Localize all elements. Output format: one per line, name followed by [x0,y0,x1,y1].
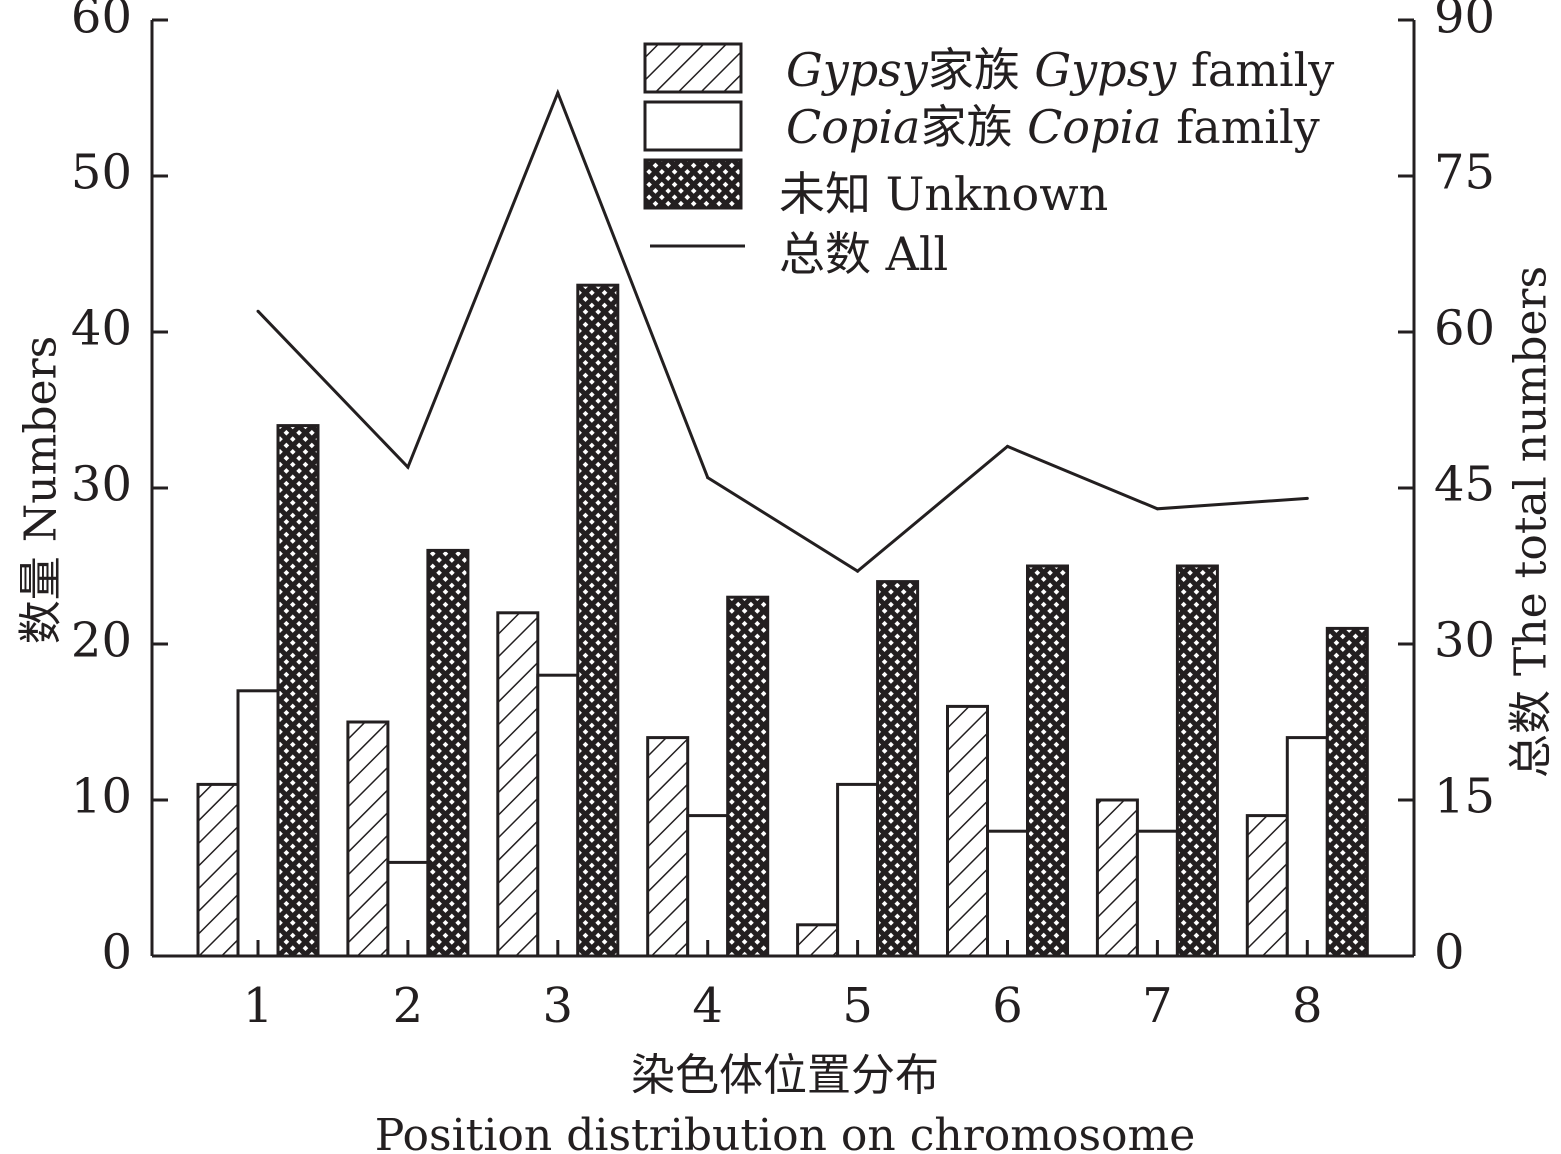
legend-swatch-unknown [643,158,743,210]
bar-white-7 [1135,829,1179,958]
bar-hatch-1 [196,782,240,958]
y-tick-label: 60 [71,0,132,45]
legend-label-unknown: 未知 Unknown [779,167,1108,221]
total-point-3 [556,91,560,95]
y2-tick-label: 0 [1434,925,1465,981]
y-tick-label: 50 [71,145,132,201]
y-tick-label: 40 [71,301,132,357]
bar-hatch-3 [496,611,540,958]
y2-axis-label: 总数 The total numbers [1506,266,1557,778]
bar-hatch-7 [1095,798,1139,958]
y2-tick-label: 30 [1434,613,1495,669]
x-axis-label-zh: 染色体位置分布 [631,1050,939,1101]
total-point-5 [856,569,860,573]
y2-tick-label: 90 [1434,0,1495,45]
legend-swatch-copia [643,100,743,152]
bar-white-8 [1285,736,1329,958]
axes-layer [150,20,1416,958]
bar-white-4 [686,814,730,958]
x-tick-label: 5 [842,978,873,1034]
y2-tick-label: 60 [1434,301,1495,357]
y2-tick-label: 75 [1434,145,1495,201]
bar-crosshatch-6 [1026,564,1069,958]
total-point-2 [406,465,410,469]
bar-hatch-8 [1245,814,1289,958]
bar-crosshatch-8 [1325,626,1369,958]
y2-tick-label: 15 [1434,769,1495,825]
x-tick-label: 1 [243,978,274,1034]
bar-hatch-5 [796,923,840,958]
total-point-6 [1006,444,1009,448]
bar-white-5 [836,782,880,958]
bar-hatch-4 [646,736,690,958]
x-tick-label: 7 [1142,978,1173,1034]
bar-hatch-2 [346,720,390,958]
total-point-7 [1155,507,1159,511]
x-tick-label: 3 [543,978,574,1034]
x-tick-label: 6 [992,978,1023,1034]
bar-white-6 [986,829,1029,958]
legend-swatch-gypsy [643,42,743,94]
bar-crosshatch-2 [426,548,470,958]
legend: Gypsy家族 Gypsy family Copia家族 Copia famil… [643,42,1334,281]
bars-layer [196,283,1369,958]
total-line-layer [256,88,1309,574]
bar-crosshatch-3 [576,283,620,958]
y-tick-label: 30 [71,457,132,513]
x-tick-label: 4 [692,978,723,1034]
y2-tick-label: 45 [1434,457,1495,513]
y-tick-label: 0 [101,925,132,981]
x-axis-label-en: Position distribution on chromosome [375,1110,1196,1154]
legend-label-total: 总数 All [779,227,948,281]
bar-crosshatch-1 [276,424,320,958]
bar-hatch-6 [946,704,989,958]
x-tick-label: 2 [393,978,424,1034]
y-tick-label: 10 [71,769,132,825]
y-tick-label: 20 [71,613,132,669]
bar-crosshatch-4 [726,595,770,958]
bar-white-3 [536,673,580,958]
total-point-8 [1305,496,1309,500]
legend-label-copia: Copia家族 Copia family [786,100,1320,154]
x-tick-label: 8 [1292,978,1323,1034]
bar-white-1 [236,689,280,958]
total-line [256,88,1308,574]
total-point-4 [706,476,710,480]
bar-crosshatch-7 [1175,564,1219,958]
total-point-1 [256,309,260,313]
y-axis-label: 数量 Numbers [16,336,67,644]
legend-label-gypsy: Gypsy家族 Gypsy family [786,43,1334,97]
bar-crosshatch-5 [876,580,920,958]
